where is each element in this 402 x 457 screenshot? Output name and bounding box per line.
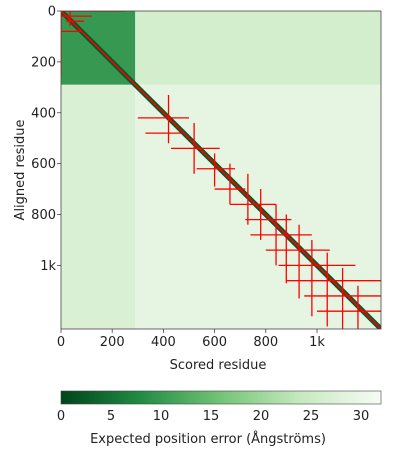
x-tick-label-2: 400 — [151, 335, 176, 350]
x-axis-title: Scored residue — [170, 358, 267, 373]
error-overlay — [61, 11, 381, 329]
colorbar-tick-2: 10 — [153, 409, 170, 424]
x-axis: 0 200 400 600 800 1k — [57, 329, 325, 350]
colorbar-ticks: 0 5 10 15 20 25 30 — [57, 409, 369, 424]
y-tick-label-2: 400 — [31, 106, 56, 121]
heatmap-block-2 — [61, 84, 136, 329]
x-tick-label-4: 800 — [253, 335, 278, 350]
plot-frame — [60, 10, 382, 330]
y-tick-label-5: 1k — [40, 259, 56, 274]
y-tick-label-1: 200 — [31, 55, 56, 70]
y-tick-label-4: 800 — [31, 208, 56, 223]
y-tick-label-0: 0 — [48, 5, 56, 20]
colorbar-tick-6: 30 — [353, 409, 370, 424]
x-tick-label-5: 1k — [309, 335, 325, 350]
colorbar — [60, 390, 382, 405]
y-tick-label-3: 600 — [31, 157, 56, 172]
colorbar-tick-0: 0 — [57, 409, 65, 424]
heatmap-block-1 — [135, 11, 381, 85]
x-tick-label-0: 0 — [57, 335, 65, 350]
x-tick-label-1: 200 — [100, 335, 125, 350]
colorbar-title: Expected position error (Ångströms) — [90, 431, 326, 447]
y-axis: 0 200 400 600 800 1k — [31, 5, 61, 274]
colorbar-tick-1: 5 — [107, 409, 115, 424]
colorbar-tick-4: 20 — [253, 409, 270, 424]
y-axis-title: Aligned residue — [13, 120, 28, 221]
colorbar-tick-5: 25 — [303, 409, 320, 424]
colorbar-tick-3: 15 — [203, 409, 220, 424]
x-tick-label-3: 600 — [202, 335, 227, 350]
